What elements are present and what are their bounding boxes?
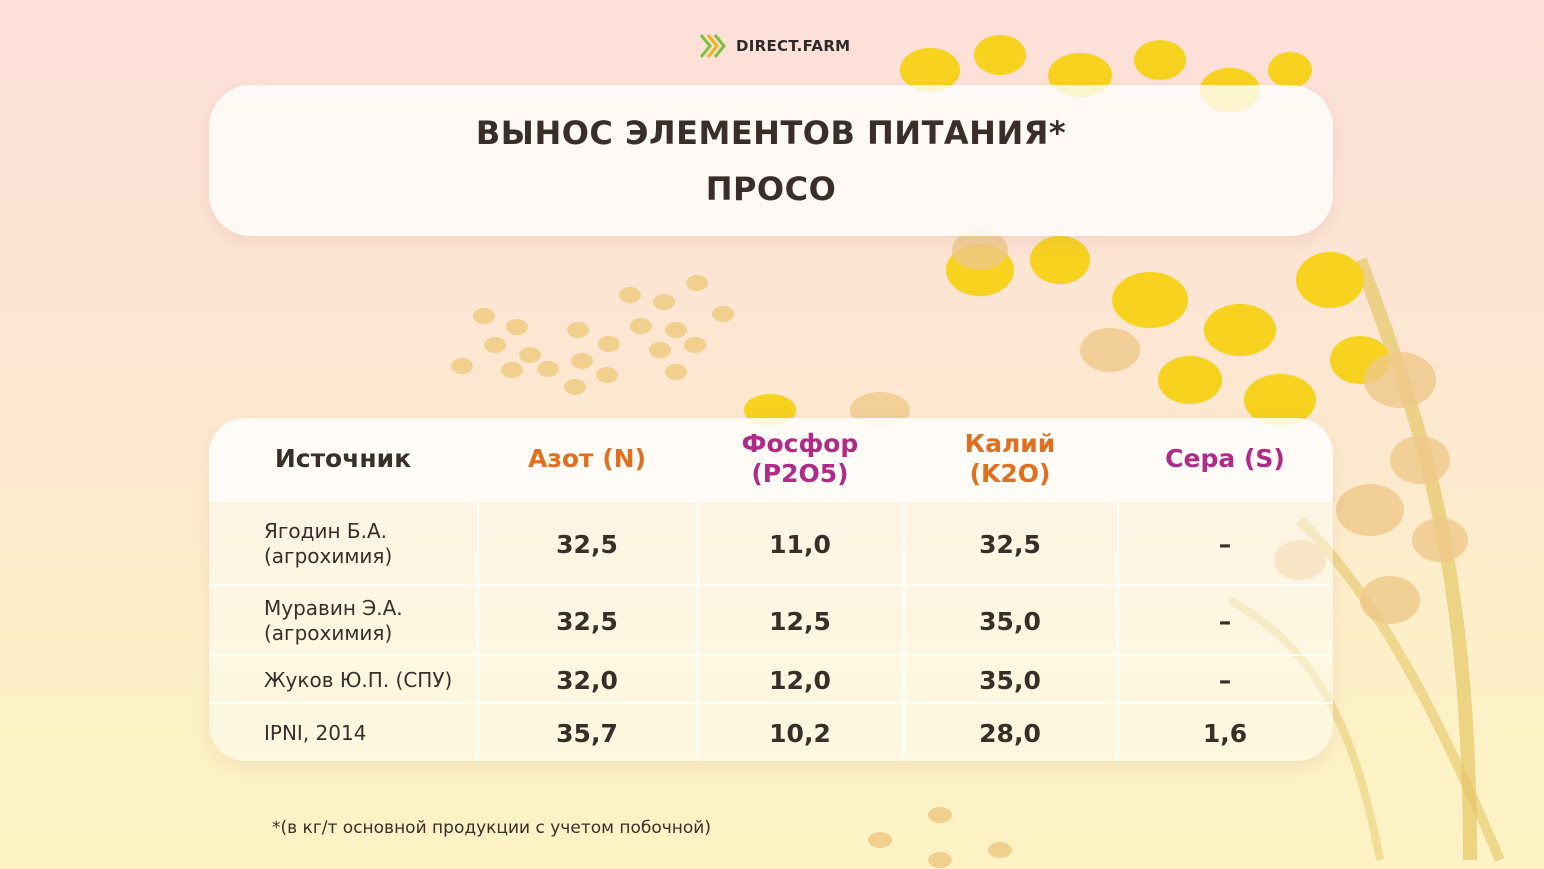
cell-nitrogen: 35,7: [556, 719, 618, 748]
nutrient-table: Источник Азот (N) Фосфор (P2O5) Калий (K…: [209, 418, 1333, 761]
header-sulfur: Сера (S): [1165, 444, 1285, 473]
cell-potassium: 28,0: [979, 719, 1041, 748]
cell-sulfur: –: [1218, 665, 1232, 695]
page-title: ВЫНОС ЭЛЕМЕНТОВ ПИТАНИЯ*: [475, 113, 1067, 152]
cell-potassium: 35,0: [979, 665, 1041, 695]
table-row: Жуков Ю.П. (СПУ) 32,0 12,0 35,0 –: [209, 654, 1333, 704]
header-nitrogen: Азот (N): [527, 444, 647, 473]
column-divider: [1117, 500, 1119, 761]
cell-phosphorus: 12,0: [769, 665, 831, 695]
chevrons-logo-icon: [699, 34, 726, 58]
brand-logo: DIRECT.FARM: [698, 30, 850, 62]
title-card: ВЫНОС ЭЛЕМЕНТОВ ПИТАНИЯ* ПРОСО: [209, 85, 1333, 236]
cell-potassium: 32,5: [979, 529, 1041, 559]
cell-phosphorus: 10,2: [769, 719, 831, 748]
column-divider: [903, 500, 905, 761]
footnote: *(в кг/т основной продукции с учетом поб…: [272, 818, 711, 838]
cell-potassium: 35,0: [979, 606, 1041, 636]
table-row: Ягодин Б.А. (агрохимия) 32,5 11,0 32,5 –: [209, 500, 1333, 586]
cell-phosphorus: 12,5: [769, 606, 831, 636]
cell-source: Муравин Э.А. (агрохимия): [264, 596, 403, 645]
header-source: Источник: [274, 444, 412, 473]
cell-sulfur: 1,6: [1202, 719, 1248, 748]
header-potassium: Калий (K2O): [964, 429, 1056, 488]
table-row: IPNI, 2014 35,7 10,2 28,0 1,6: [209, 702, 1333, 761]
header-phosphorus: Фосфор (P2O5): [741, 429, 859, 488]
cell-source: Жуков Ю.П. (СПУ): [264, 667, 453, 692]
column-divider: [477, 500, 479, 761]
page-subtitle: ПРОСО: [705, 169, 837, 208]
cell-nitrogen: 32,5: [556, 529, 618, 559]
cell-source: IPNI, 2014: [264, 721, 367, 745]
logo-text: DIRECT.FARM: [736, 37, 851, 55]
cell-phosphorus: 11,0: [769, 529, 831, 559]
cell-nitrogen: 32,5: [556, 606, 618, 636]
cell-sulfur: –: [1218, 606, 1232, 636]
column-divider: [697, 500, 699, 761]
table-row: Муравин Э.А. (агрохимия) 32,5 12,5 35,0 –: [209, 584, 1333, 656]
cell-nitrogen: 32,0: [556, 665, 618, 695]
table-header: Источник Азот (N) Фосфор (P2O5) Калий (K…: [209, 418, 1333, 500]
cell-sulfur: –: [1218, 529, 1232, 559]
cell-source: Ягодин Б.А. (агрохимия): [264, 519, 393, 568]
table-body: Ягодин Б.А. (агрохимия) 32,5 11,0 32,5 – Мур…: [209, 500, 1333, 761]
